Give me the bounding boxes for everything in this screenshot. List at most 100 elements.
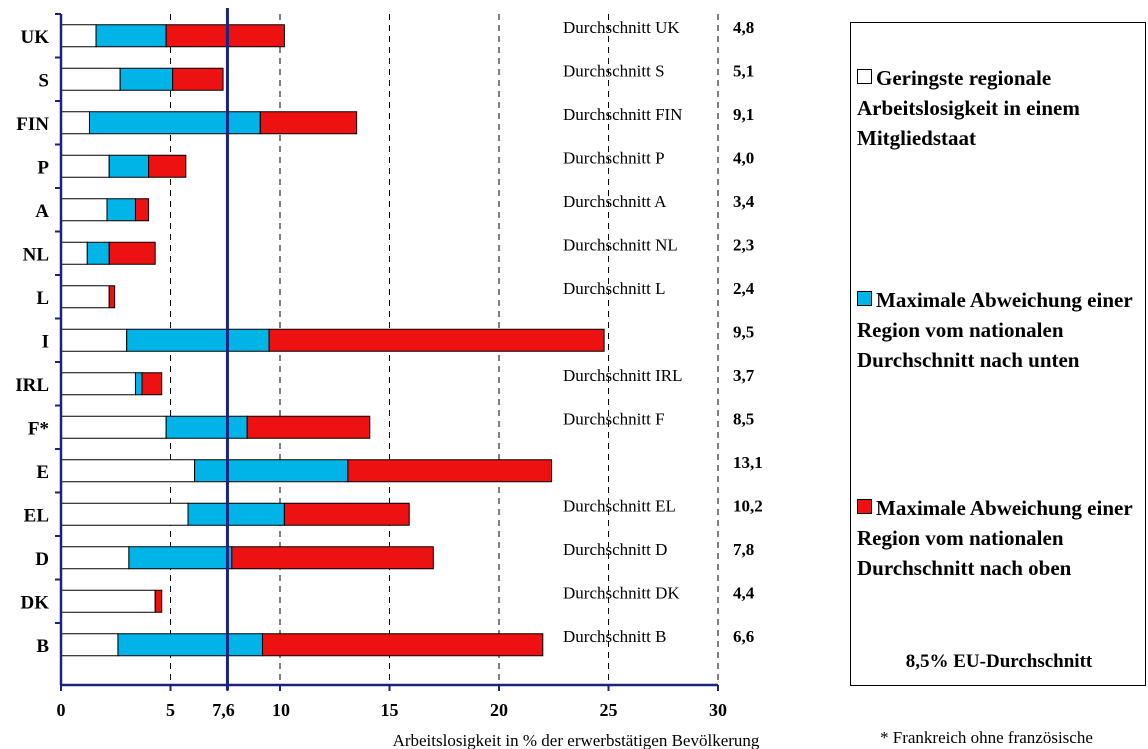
x-tick-label: 15 (381, 700, 399, 720)
national-average-label: Durchschnitt UK (563, 18, 680, 37)
x-tick-label: 7,6 (212, 700, 235, 720)
bar-segment-low (60, 111, 90, 135)
national-average-label: Durchschnitt IRL (563, 366, 682, 385)
x-tick-label: 0 (57, 700, 66, 720)
legend-swatch-low (857, 69, 872, 84)
bar-segment-low (60, 589, 156, 613)
x-tick-label: 20 (490, 700, 508, 720)
bar-segment-low (60, 241, 88, 265)
category-label: FIN (16, 114, 49, 135)
national-average-label: Durchschnitt L (563, 279, 665, 298)
x-axis-title: Arbeitslosigkeit in % der erwerbstätigen… (393, 731, 760, 749)
national-average-value: 5,1 (733, 62, 754, 81)
national-average-value: 2,4 (733, 279, 755, 298)
bar-segment-low (60, 328, 128, 352)
bar-segment-down (108, 154, 150, 178)
bar-segment-up (148, 154, 187, 178)
bar-segment-up (172, 67, 224, 91)
national-average-value: 8,5 (733, 410, 754, 429)
national-average-value: 6,6 (733, 627, 754, 646)
footnote: * Frankreich ohne französische (880, 728, 1093, 747)
national-average-label: Durchschnitt S (563, 62, 665, 81)
national-average-value: 3,4 (733, 192, 755, 211)
bar-segment-up (261, 633, 544, 657)
category-label: A (35, 201, 49, 222)
labels: UK Durchschnitt UK 4,8 S Durchschnitt S 5,1 FI… (15, 18, 763, 749)
bar-segment-down (134, 372, 143, 396)
bar-segment-down (194, 459, 349, 483)
bar-segment-low (60, 502, 189, 526)
legend-label-up: Maximale Abweichung einer Region vom nat… (857, 496, 1133, 580)
bar-segment-up (141, 372, 163, 396)
national-average-value: 4,8 (733, 18, 754, 37)
legend: Geringste regionale Arbeitslosigkeit in … (850, 22, 1146, 686)
bar-segment-down (119, 67, 174, 91)
national-average-label: Durchschnitt DK (563, 584, 680, 603)
axes (55, 8, 719, 691)
category-label: DK (21, 592, 50, 613)
bar-segment-up (108, 285, 116, 309)
bar-segment-down (128, 546, 233, 570)
national-average-value: 7,8 (733, 540, 754, 559)
national-average-value: 4,0 (733, 149, 754, 168)
category-label: I (42, 331, 49, 352)
bar-segment-up (283, 502, 410, 526)
bar-segment-low (60, 154, 110, 178)
bar-segment-down (88, 111, 261, 135)
bar-segment-up (134, 198, 150, 222)
category-label: UK (21, 27, 50, 48)
bar-segment-low (60, 372, 136, 396)
legend-swatch-up (857, 499, 872, 514)
bar-segment-down (117, 633, 263, 657)
national-average-label: Durchschnitt A (563, 192, 667, 211)
x-tick-label: 10 (272, 700, 290, 720)
x-tick-label: 25 (600, 700, 618, 720)
unemployment-chart: UK Durchschnitt UK 4,8 S Durchschnitt S 5,1 FI… (15, 8, 763, 749)
bar-segment-up (246, 415, 371, 439)
legend-label-low: Geringste regionale Arbeitslosigkeit in … (857, 66, 1080, 150)
legend-item-up: Maximale Abweichung einer Region vom nat… (857, 493, 1145, 583)
national-average-value: 2,3 (733, 236, 754, 255)
bar-segment-low (60, 459, 196, 483)
category-label: F* (28, 418, 49, 439)
legend-swatch-down (857, 291, 872, 306)
bar-segment-low (60, 546, 130, 570)
national-average-label: Durchschnitt F (563, 410, 665, 429)
bar-segment-up (347, 459, 553, 483)
bar-segment-low (60, 633, 119, 657)
bar-segment-down (165, 415, 248, 439)
national-average-value: 9,5 (733, 323, 754, 342)
national-average-value: 10,2 (733, 497, 763, 516)
legend-label-down: Maximale Abweichung einer Region vom nat… (857, 288, 1133, 372)
national-average-value: 3,7 (733, 366, 755, 385)
bar-segment-down (106, 198, 136, 222)
category-label: P (37, 157, 49, 178)
category-label: L (36, 288, 49, 309)
bar-segment-up (259, 111, 358, 135)
bar-segment-up (231, 546, 434, 570)
bar-segment-up (154, 589, 163, 613)
national-average-label: Durchschnitt P (563, 149, 665, 168)
bar-segment-low (60, 415, 167, 439)
bar-segment-down (95, 24, 167, 48)
national-average-value: 9,1 (733, 105, 754, 124)
eu-average-label: 8,5% EU-Durchschnitt (905, 651, 1093, 672)
category-label: NL (23, 244, 49, 265)
bar-segment-up (165, 24, 285, 48)
national-average-value: 4,4 (733, 584, 755, 603)
bar-segment-up (108, 241, 156, 265)
national-average-value: 13,1 (733, 453, 763, 472)
bar-segment-up (268, 328, 605, 352)
national-average-label: Durchschnitt NL (563, 236, 678, 255)
category-label: IRL (15, 375, 49, 396)
bar-segment-low (60, 198, 108, 222)
bar-segment-low (60, 285, 110, 309)
x-tick-label: 30 (709, 700, 727, 720)
x-tick-label: 5 (166, 700, 175, 720)
bar-segment-low (60, 24, 97, 48)
national-average-label: Durchschnitt D (563, 540, 667, 559)
national-average-label: Durchschnitt B (563, 627, 666, 646)
legend-item-down: Maximale Abweichung einer Region vom nat… (857, 285, 1145, 375)
national-average-label: Durchschnitt EL (563, 497, 676, 516)
bar-segment-low (60, 67, 121, 91)
